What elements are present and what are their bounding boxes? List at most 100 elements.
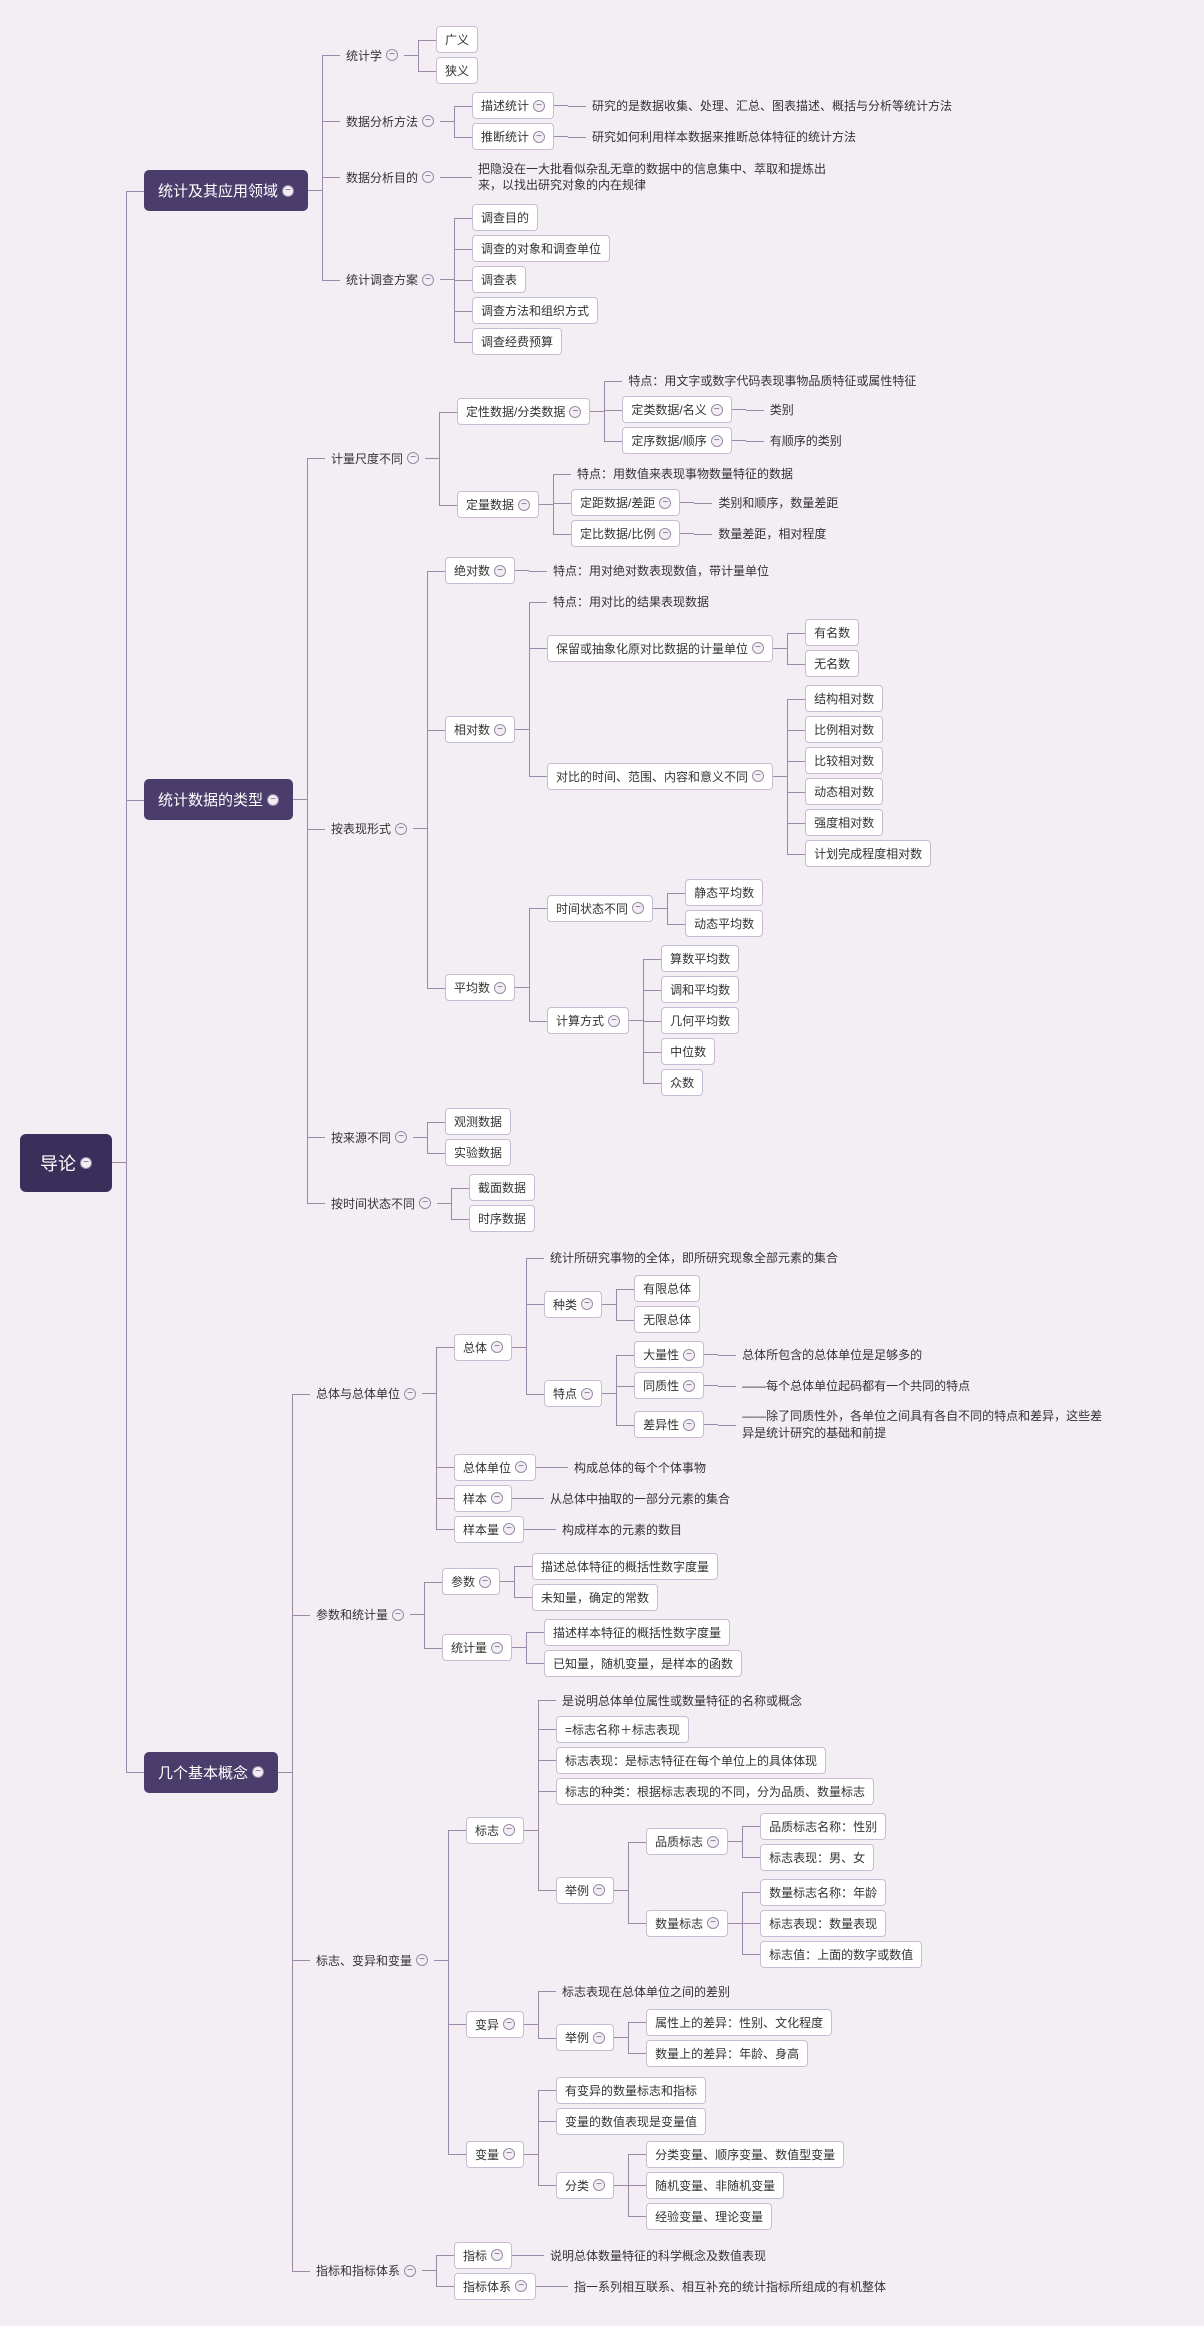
- mindmap-node[interactable]: 指标−: [454, 2242, 512, 2269]
- mindmap-node[interactable]: 导论−: [20, 1134, 112, 1192]
- mindmap-node[interactable]: 动态相对数: [805, 778, 883, 805]
- mindmap-node[interactable]: 定距数据/差距−: [571, 489, 680, 516]
- mindmap-node[interactable]: 特点：用数值来表现事物数量特征的数据: [571, 462, 799, 485]
- mindmap-node[interactable]: 研究如何利用样本数据来推断总体特征的统计方法: [586, 125, 862, 148]
- mindmap-node[interactable]: 举例−: [556, 1877, 614, 1904]
- mindmap-node[interactable]: 计算方式−: [547, 1007, 629, 1034]
- collapse-toggle-icon[interactable]: −: [533, 131, 545, 143]
- mindmap-node[interactable]: 未知量，确定的常数: [532, 1584, 658, 1611]
- mindmap-node[interactable]: 指一系列相互联系、相互补充的统计指标所组成的有机整体: [568, 2275, 892, 2298]
- mindmap-node[interactable]: 总体单位−: [454, 1454, 536, 1481]
- collapse-toggle-icon[interactable]: −: [569, 406, 581, 418]
- collapse-toggle-icon[interactable]: −: [515, 1461, 527, 1473]
- mindmap-node[interactable]: 静态平均数: [685, 879, 763, 906]
- mindmap-node[interactable]: 截面数据: [469, 1174, 535, 1201]
- mindmap-node[interactable]: 统计调查方案−: [340, 268, 440, 291]
- mindmap-node[interactable]: 统计学−: [340, 44, 404, 67]
- collapse-toggle-icon[interactable]: −: [491, 1492, 503, 1504]
- mindmap-node[interactable]: 构成样本的元素的数目: [556, 1518, 688, 1541]
- mindmap-node[interactable]: 定比数据/比例−: [571, 520, 680, 547]
- mindmap-node[interactable]: 标志表现：是标志特征在每个单位上的具体体现: [556, 1747, 826, 1774]
- mindmap-node[interactable]: 绝对数−: [445, 557, 515, 584]
- mindmap-node[interactable]: ——每个总体单位起码都有一个共同的特点: [736, 1374, 976, 1397]
- mindmap-node[interactable]: =标志名称＋标志表现: [556, 1716, 689, 1743]
- collapse-toggle-icon[interactable]: −: [608, 1015, 620, 1027]
- mindmap-node[interactable]: 指标和指标体系−: [310, 2259, 422, 2282]
- mindmap-node[interactable]: 标志值：上面的数字或数值: [760, 1941, 922, 1968]
- mindmap-node[interactable]: 经验变量、理论变量: [646, 2203, 772, 2230]
- collapse-toggle-icon[interactable]: −: [593, 2032, 605, 2044]
- mindmap-node[interactable]: ——除了同质性外，各单位之间具有各自不同的特点和差异，这些差异是统计研究的基础和…: [736, 1405, 1116, 1443]
- collapse-toggle-icon[interactable]: −: [518, 499, 530, 511]
- mindmap-node[interactable]: 数据分析方法−: [340, 110, 440, 133]
- mindmap-node[interactable]: 比较相对数: [805, 747, 883, 774]
- collapse-toggle-icon[interactable]: −: [533, 100, 545, 112]
- collapse-toggle-icon[interactable]: −: [252, 1766, 264, 1778]
- collapse-toggle-icon[interactable]: −: [494, 565, 506, 577]
- mindmap-node[interactable]: 有限总体: [634, 1275, 700, 1302]
- mindmap-node[interactable]: 已知量，随机变量，是样本的函数: [544, 1650, 742, 1677]
- collapse-toggle-icon[interactable]: −: [752, 770, 764, 782]
- mindmap-node[interactable]: 总体−: [454, 1334, 512, 1361]
- collapse-toggle-icon[interactable]: −: [491, 2249, 503, 2261]
- collapse-toggle-icon[interactable]: −: [683, 1419, 695, 1431]
- mindmap-node[interactable]: 构成总体的每个个体事物: [568, 1456, 712, 1479]
- mindmap-node[interactable]: 调查表: [472, 266, 526, 293]
- collapse-toggle-icon[interactable]: −: [416, 1954, 428, 1966]
- mindmap-node[interactable]: 定类数据/名义−: [622, 396, 731, 423]
- collapse-toggle-icon[interactable]: −: [282, 185, 294, 197]
- collapse-toggle-icon[interactable]: −: [491, 1642, 503, 1654]
- mindmap-node[interactable]: 标志表现在总体单位之间的差别: [556, 1980, 736, 2003]
- collapse-toggle-icon[interactable]: −: [515, 2280, 527, 2292]
- collapse-toggle-icon[interactable]: −: [503, 1523, 515, 1535]
- mindmap-node[interactable]: 定序数据/顺序−: [622, 427, 731, 454]
- mindmap-node[interactable]: 数量标志−: [646, 1910, 728, 1937]
- collapse-toggle-icon[interactable]: −: [404, 1388, 416, 1400]
- collapse-toggle-icon[interactable]: −: [80, 1157, 92, 1169]
- mindmap-node[interactable]: 品质标志−: [646, 1828, 728, 1855]
- mindmap-node[interactable]: 有顺序的类别: [764, 429, 848, 452]
- mindmap-node[interactable]: 动态平均数: [685, 910, 763, 937]
- mindmap-node[interactable]: 调查经费预算: [472, 328, 562, 355]
- mindmap-node[interactable]: 种类−: [544, 1291, 602, 1318]
- mindmap-node[interactable]: 参数−: [442, 1568, 500, 1595]
- collapse-toggle-icon[interactable]: −: [395, 1131, 407, 1143]
- mindmap-node[interactable]: 变异−: [466, 2011, 524, 2038]
- mindmap-node[interactable]: 标志表现：数量表现: [760, 1910, 886, 1937]
- mindmap-node[interactable]: 举例−: [556, 2024, 614, 2051]
- mindmap-node[interactable]: 无名数: [805, 650, 859, 677]
- collapse-toggle-icon[interactable]: −: [267, 794, 279, 806]
- mindmap-node[interactable]: 观测数据: [445, 1108, 511, 1135]
- collapse-toggle-icon[interactable]: −: [683, 1380, 695, 1392]
- mindmap-node[interactable]: 调查的对象和调查单位: [472, 235, 610, 262]
- mindmap-node[interactable]: 调查目的: [472, 204, 538, 231]
- collapse-toggle-icon[interactable]: −: [392, 1609, 404, 1621]
- collapse-toggle-icon[interactable]: −: [422, 115, 434, 127]
- collapse-toggle-icon[interactable]: −: [479, 1576, 491, 1588]
- mindmap-node[interactable]: 是说明总体单位属性或数量特征的名称或概念: [556, 1689, 808, 1712]
- mindmap-node[interactable]: 统计量−: [442, 1634, 512, 1661]
- collapse-toggle-icon[interactable]: −: [752, 642, 764, 654]
- collapse-toggle-icon[interactable]: −: [581, 1388, 593, 1400]
- mindmap-node[interactable]: 按时间状态不同−: [325, 1192, 437, 1215]
- collapse-toggle-icon[interactable]: −: [707, 1836, 719, 1848]
- mindmap-node[interactable]: 同质性−: [634, 1372, 704, 1399]
- mindmap-node[interactable]: 按来源不同−: [325, 1126, 413, 1149]
- collapse-toggle-icon[interactable]: −: [407, 452, 419, 464]
- mindmap-node[interactable]: 有名数: [805, 619, 859, 646]
- mindmap-node[interactable]: 参数和统计量−: [310, 1603, 410, 1626]
- mindmap-node[interactable]: 变量的数值表现是变量值: [556, 2108, 706, 2135]
- mindmap-node[interactable]: 结构相对数: [805, 685, 883, 712]
- mindmap-node[interactable]: 推断统计−: [472, 123, 554, 150]
- collapse-toggle-icon[interactable]: −: [422, 171, 434, 183]
- mindmap-node[interactable]: 调查方法和组织方式: [472, 297, 598, 324]
- mindmap-node[interactable]: 描述总体特征的概括性数字度量: [532, 1553, 718, 1580]
- mindmap-node[interactable]: 大量性−: [634, 1341, 704, 1368]
- mindmap-node[interactable]: 狭义: [436, 57, 478, 84]
- mindmap-node[interactable]: 时序数据: [469, 1205, 535, 1232]
- mindmap-node[interactable]: 从总体中抽取的一部分元素的集合: [544, 1487, 736, 1510]
- collapse-toggle-icon[interactable]: −: [404, 2265, 416, 2277]
- mindmap-node[interactable]: 标志的种类：根据标志表现的不同，分为品质、数量标志: [556, 1778, 874, 1805]
- mindmap-node[interactable]: 随机变量、非随机变量: [646, 2172, 784, 2199]
- mindmap-node[interactable]: 类别和顺序，数量差距: [712, 491, 844, 514]
